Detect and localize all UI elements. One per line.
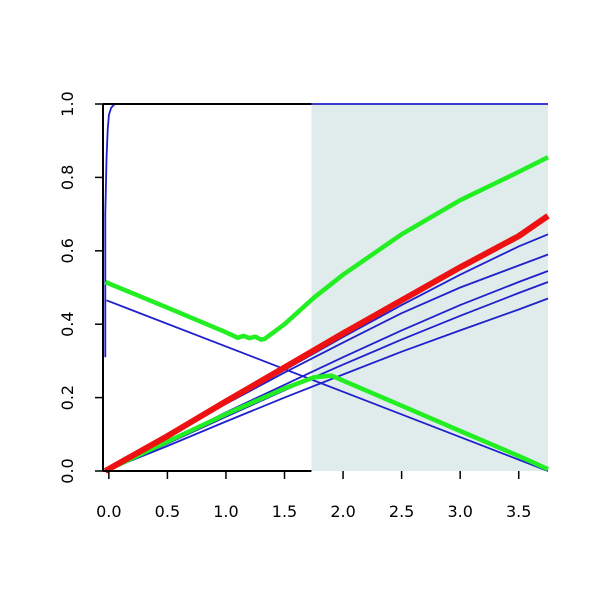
x-tick-label: 2.0 <box>330 502 355 521</box>
x-tick-label: 1.0 <box>213 502 238 521</box>
x-tick-label: 0.5 <box>155 502 180 521</box>
y-tick-label: 0.6 <box>58 238 77 263</box>
series-line-7 <box>104 297 549 472</box>
x-tick-label: 2.5 <box>389 502 414 521</box>
x-tick-label: 1.5 <box>272 502 297 521</box>
y-tick-label: 0.4 <box>58 311 77 336</box>
y-tick-label: 0.2 <box>58 385 77 410</box>
y-tick-label: 1.0 <box>58 91 77 116</box>
series-line-8 <box>104 373 549 474</box>
x-tick-label: 3.5 <box>506 502 531 521</box>
series-layer <box>103 103 550 474</box>
x-tick-label: 3.0 <box>447 502 472 521</box>
y-tick-label: 0.0 <box>58 458 77 483</box>
x-tick-label: 0.0 <box>96 502 121 521</box>
y-tick-label: 0.8 <box>58 165 77 190</box>
series-line-2 <box>106 299 549 472</box>
series-line-10 <box>103 213 550 474</box>
series-line-9 <box>104 155 550 342</box>
axis-layer: 0.0 0.5 1.0 1.5 2.0 2.5 3.0 3.5 0.0 0.2 0.4 0.6 0.8 1… <box>58 91 531 521</box>
